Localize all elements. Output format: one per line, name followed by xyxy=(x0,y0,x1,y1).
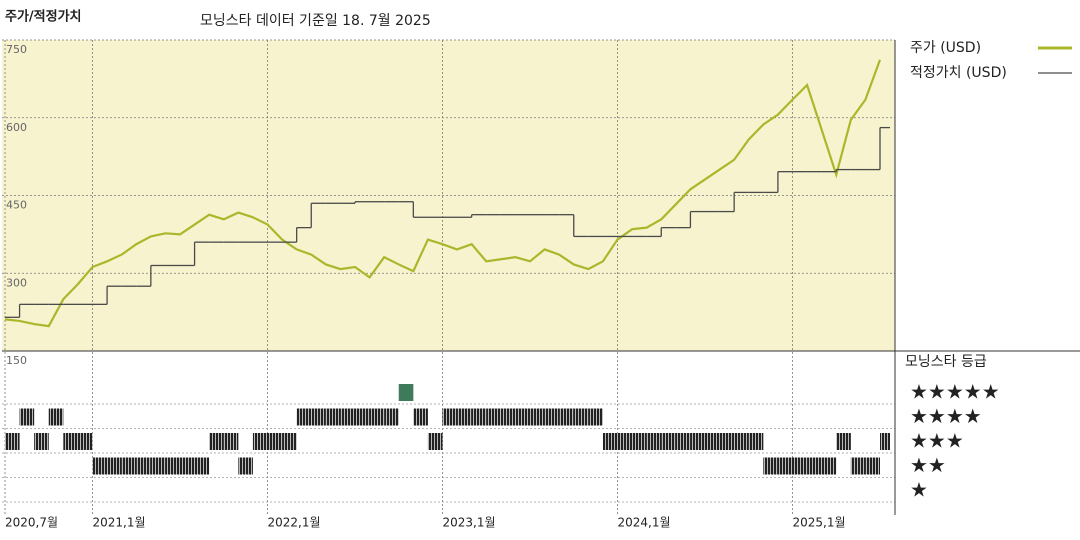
rating-bar xyxy=(661,433,676,450)
rating-bar xyxy=(836,433,851,450)
rating-bar xyxy=(486,408,501,426)
rating-bar xyxy=(150,457,166,475)
rating-bar xyxy=(807,457,822,475)
rating-bar xyxy=(777,457,793,475)
rating-bar xyxy=(617,433,633,450)
y-tick-label: 300 xyxy=(6,276,27,289)
rating-label: ★★ xyxy=(910,453,946,477)
rating-bar xyxy=(77,433,93,450)
rating-bar xyxy=(282,433,297,450)
x-tick-label: 2024,1월 xyxy=(618,516,671,530)
rating-bar xyxy=(63,433,78,450)
rating-bar xyxy=(223,433,239,450)
rating-bar xyxy=(413,408,428,426)
rating-bar xyxy=(384,408,399,426)
y-tick-label: 150 xyxy=(6,354,27,367)
legend-label: 주가 (USD) xyxy=(910,40,981,56)
rating-bar xyxy=(427,433,443,450)
rating-bar xyxy=(500,408,516,426)
x-tick-label: 2020,7월 xyxy=(5,516,58,530)
rating-title: 모닝스타 등급 xyxy=(905,354,987,370)
rating-bar xyxy=(340,408,355,426)
rating-bar xyxy=(19,408,35,426)
rating-bar xyxy=(471,408,487,426)
rating-label: ★★★★★ xyxy=(910,380,1000,404)
rating-bar xyxy=(821,457,837,475)
rating-bar xyxy=(442,408,458,426)
x-tick-label: 2023,1월 xyxy=(443,516,496,530)
rating-bar xyxy=(252,433,268,450)
rating-bar xyxy=(763,457,778,475)
rating-bar xyxy=(530,408,545,426)
rating-bar xyxy=(311,408,326,426)
rating-bar xyxy=(515,408,530,426)
rating-bar xyxy=(5,433,20,450)
rating-label: ★★★★ xyxy=(910,404,982,428)
rating-bar xyxy=(675,433,691,450)
x-tick-label: 2022,1월 xyxy=(268,516,321,530)
rating-bar xyxy=(325,408,341,426)
rating-bar xyxy=(355,408,370,426)
rating-bar xyxy=(457,408,472,426)
rating-bar xyxy=(573,408,589,426)
rating-bar xyxy=(602,433,618,450)
rating-bar xyxy=(209,433,224,450)
rating-bar xyxy=(121,457,137,475)
rating-label: ★ xyxy=(910,478,928,502)
rating-bar xyxy=(544,408,560,426)
rating-bar xyxy=(296,408,312,426)
rating-bar xyxy=(267,433,283,450)
rating-bar xyxy=(48,408,64,426)
rating-bar xyxy=(865,457,880,475)
rating-bar xyxy=(398,384,414,401)
x-tick-label: 2021,1월 xyxy=(93,516,146,530)
rating-bar xyxy=(880,433,890,450)
rating-bar xyxy=(719,433,735,450)
rating-bar xyxy=(92,457,108,475)
rating-bar xyxy=(34,433,49,450)
rating-bar xyxy=(588,408,603,426)
y-tick-label: 450 xyxy=(6,199,27,212)
rating-bar xyxy=(748,433,764,450)
rating-bar xyxy=(180,457,195,475)
rating-bar xyxy=(690,433,705,450)
plot-area: 150 300 450 600 750 2020,7월 2021,1월 2022,1월 2023… xyxy=(2,39,1072,530)
rating-bar xyxy=(369,408,385,426)
rating-bar xyxy=(646,433,662,450)
legend-label: 적정가치 (USD) xyxy=(910,65,1007,81)
rating-bar xyxy=(559,408,574,426)
rating-bar xyxy=(792,457,808,475)
y-tick-label: 750 xyxy=(6,43,27,56)
rating-bar xyxy=(107,457,122,475)
rating-bar xyxy=(194,457,210,475)
y-tick-label: 600 xyxy=(6,121,27,134)
chart-subtitle: 모닝스타 데이터 기준일 18. 7월 2025 xyxy=(200,13,431,29)
rating-bar xyxy=(238,457,253,475)
x-tick-label: 2025,1월 xyxy=(793,516,846,530)
rating-bar xyxy=(165,457,180,475)
rating-bar xyxy=(136,457,151,475)
rating-bar xyxy=(632,433,647,450)
rating-bar xyxy=(705,433,720,450)
rating-bar xyxy=(850,457,866,475)
chart-title: 주가/적정가치 xyxy=(5,9,82,25)
rating-label: ★★★ xyxy=(910,429,964,453)
price-line xyxy=(4,59,882,328)
rating-bar xyxy=(734,433,749,450)
